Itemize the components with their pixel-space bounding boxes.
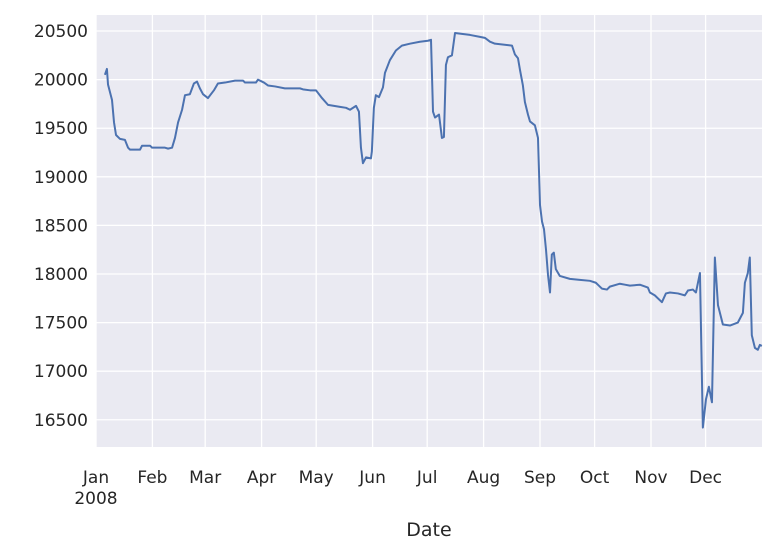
line (103, 31, 763, 429)
x-tick-label: May (299, 468, 334, 488)
x-tick-label: Sep (524, 468, 556, 488)
x-tick-label: Jun (358, 468, 386, 488)
x-tick-label: Oct (580, 468, 610, 488)
y-tick-label: 17000 (34, 362, 88, 382)
x-tick-label: Apr (247, 468, 276, 488)
y-tick-label: 19500 (34, 119, 88, 139)
x-tick-label: Nov (634, 468, 667, 488)
x-tick-label: Mar (189, 468, 221, 488)
y-tick-label: 20500 (34, 22, 88, 42)
x-axis-label: Date (406, 519, 451, 541)
x-tick-label: Aug (467, 468, 500, 488)
y-tick-label: 20000 (34, 71, 88, 91)
x-tick-label: Dec (689, 468, 722, 488)
x-tick-label: Jan 2008 (74, 468, 117, 509)
y-tick-label: 17500 (34, 314, 88, 334)
y-tick-label: 18000 (34, 265, 88, 285)
x-tick-label: Feb (137, 468, 167, 488)
y-tick-label: 19000 (34, 168, 88, 188)
y-tick-label: 16500 (34, 411, 88, 431)
x-tick-label: Jul (416, 468, 438, 488)
y-tick-label: 18500 (34, 216, 88, 236)
